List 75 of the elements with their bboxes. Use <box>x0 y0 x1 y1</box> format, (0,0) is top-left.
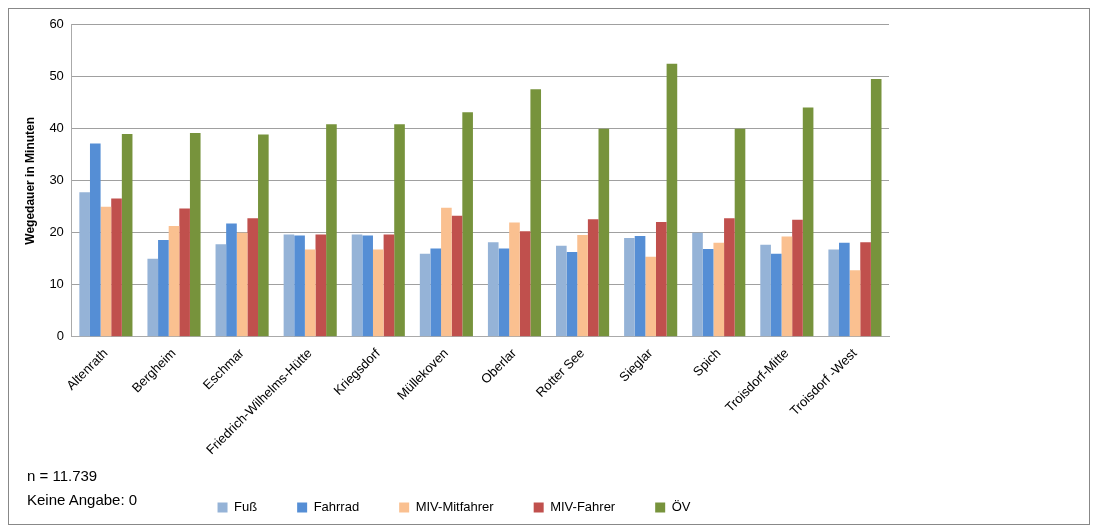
bar <box>587 219 599 337</box>
bar <box>189 132 201 337</box>
bar <box>802 107 814 337</box>
bar <box>713 242 725 337</box>
bar <box>89 143 101 337</box>
bar <box>870 78 882 337</box>
bar <box>462 112 473 337</box>
text: Keine Angabe: 0 <box>27 490 138 510</box>
bar <box>430 248 442 337</box>
bar <box>121 134 133 337</box>
bar <box>860 242 871 337</box>
bar <box>645 256 656 337</box>
y-tick-label: 10 <box>49 276 64 292</box>
bar <box>598 128 610 337</box>
bar <box>760 244 771 337</box>
legend-label: ÖV <box>671 499 691 515</box>
bar <box>519 231 531 337</box>
bar <box>394 124 405 337</box>
bar <box>147 258 159 337</box>
bar <box>226 223 237 337</box>
y-axis-title: Wegedauer in Minuten <box>22 116 37 245</box>
bar <box>530 89 542 337</box>
y-tick-label: 30 <box>49 172 64 188</box>
bar <box>839 242 850 337</box>
bar <box>781 236 793 337</box>
bar <box>624 238 635 337</box>
bar <box>556 245 567 337</box>
bar <box>351 234 363 337</box>
bar <box>283 234 295 337</box>
bar <box>724 218 735 337</box>
legend-label: MIV-Fahrer <box>550 499 616 515</box>
bar <box>236 232 248 337</box>
bar <box>100 206 112 337</box>
bar <box>792 219 803 337</box>
y-tick-label: 20 <box>49 224 64 240</box>
bar <box>111 198 122 337</box>
bar <box>294 235 305 337</box>
bar <box>770 253 782 337</box>
bar <box>487 242 499 337</box>
y-tick-label: 50 <box>49 68 64 84</box>
bar <box>258 134 269 337</box>
bar <box>158 240 169 337</box>
bar <box>168 226 180 337</box>
bar <box>441 207 452 337</box>
bar <box>451 215 463 337</box>
bar <box>734 128 746 337</box>
bar <box>566 252 578 337</box>
legend-label: Fuß <box>234 499 258 515</box>
bar <box>383 234 395 337</box>
bar <box>634 235 646 337</box>
bar <box>577 234 588 337</box>
bar <box>326 124 337 337</box>
bar <box>315 234 327 337</box>
text: n = 11.739 <box>27 466 99 486</box>
y-tick-label: 40 <box>49 120 64 136</box>
bar <box>79 192 90 337</box>
bar <box>419 253 431 337</box>
bar <box>362 235 373 337</box>
y-tick-label: 60 <box>49 16 64 32</box>
bar <box>509 222 520 337</box>
bar <box>304 249 316 337</box>
bar <box>849 270 861 337</box>
bar <box>498 248 510 337</box>
bar <box>702 248 714 337</box>
legend-label: Fahrrad <box>313 499 360 515</box>
y-tick-label: 0 <box>56 328 64 344</box>
bar <box>215 244 227 337</box>
bar <box>692 232 703 337</box>
legend-label: MIV-Mitfahrer <box>415 499 495 515</box>
bar <box>179 208 190 337</box>
bar <box>247 218 259 337</box>
bar <box>372 249 384 337</box>
bar <box>666 63 678 337</box>
bar <box>655 221 667 337</box>
bar <box>828 249 840 337</box>
